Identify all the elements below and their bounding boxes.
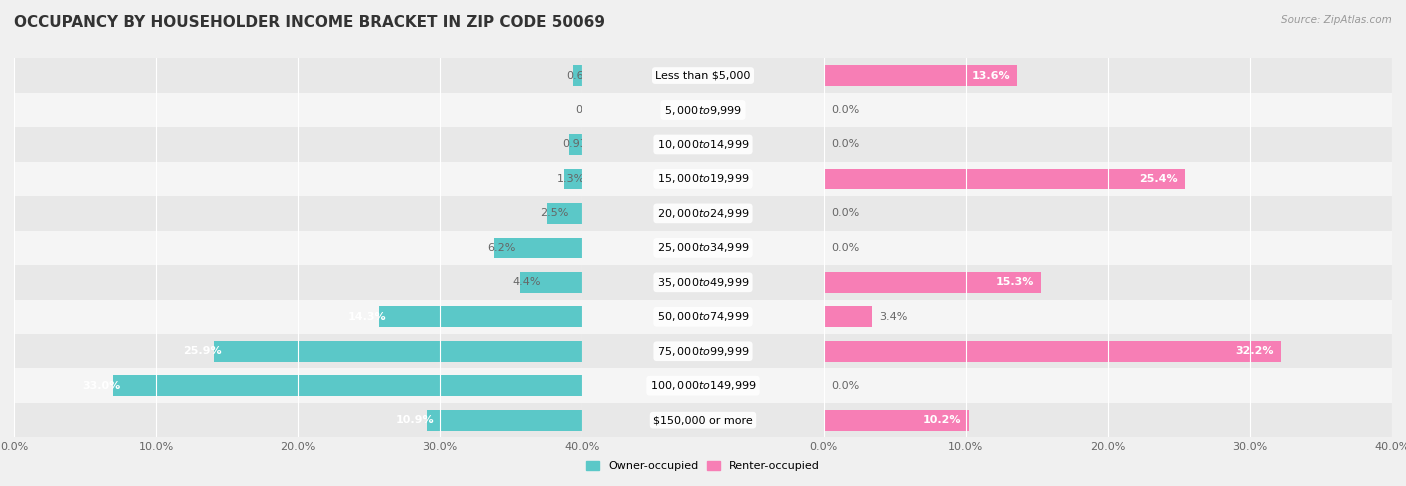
Bar — [574, 65, 582, 86]
Bar — [494, 238, 582, 258]
Text: $150,000 or more: $150,000 or more — [654, 415, 752, 425]
Bar — [824, 58, 1392, 93]
Bar — [824, 368, 1392, 403]
Text: $20,000 to $24,999: $20,000 to $24,999 — [657, 207, 749, 220]
Bar — [824, 410, 969, 431]
Bar — [14, 162, 582, 196]
Text: Source: ZipAtlas.com: Source: ZipAtlas.com — [1281, 15, 1392, 25]
Bar — [824, 334, 1392, 368]
Text: 1.3%: 1.3% — [557, 174, 585, 184]
Bar — [824, 341, 1281, 362]
Bar — [582, 368, 824, 403]
Bar — [582, 127, 824, 162]
Bar — [582, 231, 824, 265]
Bar — [824, 307, 872, 327]
Text: $10,000 to $14,999: $10,000 to $14,999 — [657, 138, 749, 151]
Bar — [824, 272, 1040, 293]
Bar — [14, 299, 582, 334]
Bar — [547, 203, 582, 224]
Text: 0.0%: 0.0% — [831, 139, 859, 150]
Bar — [582, 93, 824, 127]
Bar — [564, 169, 582, 189]
Bar — [14, 403, 582, 437]
Bar — [14, 196, 582, 231]
Text: 2.5%: 2.5% — [540, 208, 568, 218]
Bar — [569, 134, 582, 155]
Text: 10.9%: 10.9% — [396, 415, 434, 425]
Bar — [582, 196, 824, 231]
Text: 4.4%: 4.4% — [513, 278, 541, 287]
Bar — [14, 231, 582, 265]
Bar — [824, 93, 1392, 127]
Text: $35,000 to $49,999: $35,000 to $49,999 — [657, 276, 749, 289]
Bar — [582, 403, 824, 437]
Text: $5,000 to $9,999: $5,000 to $9,999 — [664, 104, 742, 117]
Bar — [824, 231, 1392, 265]
Bar — [14, 58, 582, 93]
Bar — [582, 299, 824, 334]
Bar — [824, 169, 1184, 189]
Bar — [14, 127, 582, 162]
Text: 0.93%: 0.93% — [562, 139, 598, 150]
Text: OCCUPANCY BY HOUSEHOLDER INCOME BRACKET IN ZIP CODE 50069: OCCUPANCY BY HOUSEHOLDER INCOME BRACKET … — [14, 15, 605, 30]
Text: 0.0%: 0.0% — [831, 243, 859, 253]
Text: 10.2%: 10.2% — [922, 415, 962, 425]
Text: 0.0%: 0.0% — [831, 208, 859, 218]
Legend: Owner-occupied, Renter-occupied: Owner-occupied, Renter-occupied — [581, 456, 825, 476]
Text: $75,000 to $99,999: $75,000 to $99,999 — [657, 345, 749, 358]
Text: 0.0%: 0.0% — [575, 105, 603, 115]
Text: $50,000 to $74,999: $50,000 to $74,999 — [657, 310, 749, 323]
Text: Less than $5,000: Less than $5,000 — [655, 70, 751, 81]
Text: 25.9%: 25.9% — [183, 346, 222, 356]
Bar — [824, 127, 1392, 162]
Bar — [114, 375, 582, 396]
Text: 0.0%: 0.0% — [831, 381, 859, 391]
Text: 6.2%: 6.2% — [486, 243, 516, 253]
Text: 25.4%: 25.4% — [1139, 174, 1177, 184]
Bar — [824, 403, 1392, 437]
Text: $15,000 to $19,999: $15,000 to $19,999 — [657, 173, 749, 186]
Bar — [14, 334, 582, 368]
Bar — [520, 272, 582, 293]
Bar — [582, 162, 824, 196]
Text: 32.2%: 32.2% — [1236, 346, 1274, 356]
Text: 0.62%: 0.62% — [567, 70, 602, 81]
Bar — [427, 410, 582, 431]
Text: $25,000 to $34,999: $25,000 to $34,999 — [657, 242, 749, 254]
Text: 13.6%: 13.6% — [972, 70, 1010, 81]
Bar — [824, 65, 1017, 86]
Bar — [824, 265, 1392, 299]
Bar — [582, 58, 824, 93]
Text: 15.3%: 15.3% — [995, 278, 1033, 287]
Text: $100,000 to $149,999: $100,000 to $149,999 — [650, 379, 756, 392]
Bar — [824, 299, 1392, 334]
Bar — [380, 307, 582, 327]
Text: 33.0%: 33.0% — [83, 381, 121, 391]
Bar — [824, 196, 1392, 231]
Bar — [214, 341, 582, 362]
Bar — [582, 334, 824, 368]
Bar — [14, 265, 582, 299]
Bar — [14, 368, 582, 403]
Bar — [14, 93, 582, 127]
Text: 0.0%: 0.0% — [831, 105, 859, 115]
Text: 3.4%: 3.4% — [879, 312, 907, 322]
Bar — [582, 265, 824, 299]
Text: 14.3%: 14.3% — [347, 312, 387, 322]
Bar — [824, 162, 1392, 196]
